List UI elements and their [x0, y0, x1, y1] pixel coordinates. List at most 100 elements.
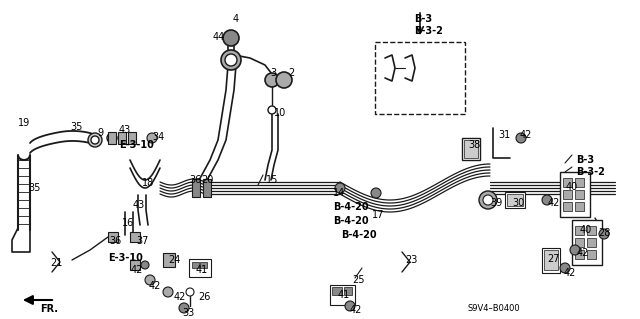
Text: 42: 42 [350, 305, 362, 315]
Bar [130, 260, 140, 270]
Text: E-3-10: E-3-10 [108, 253, 143, 263]
Text: 4: 4 [233, 14, 239, 24]
Bar [464, 140, 478, 158]
Text: 42: 42 [548, 198, 561, 208]
Text: 38: 38 [468, 140, 480, 150]
Circle shape [276, 72, 292, 88]
Circle shape [599, 229, 609, 239]
Bar [563, 178, 572, 187]
Bar [575, 178, 584, 187]
Text: 28: 28 [598, 228, 611, 238]
Circle shape [268, 106, 276, 114]
Text: 2: 2 [288, 68, 294, 78]
Text: 43: 43 [133, 200, 145, 210]
Text: B-3: B-3 [576, 155, 594, 165]
Circle shape [345, 301, 355, 311]
Circle shape [265, 73, 279, 87]
Text: 41: 41 [338, 290, 350, 300]
Circle shape [88, 133, 102, 147]
Bar [575, 226, 584, 235]
Text: 39: 39 [490, 198, 502, 208]
Bar [375, 42, 465, 114]
Text: 21: 21 [50, 258, 62, 268]
Bar [130, 232, 140, 242]
Bar [163, 253, 175, 267]
Circle shape [542, 195, 552, 205]
Bar [575, 190, 584, 199]
Circle shape [335, 183, 345, 193]
Text: 19: 19 [18, 118, 30, 128]
Bar [575, 202, 584, 211]
Text: 9: 9 [97, 128, 103, 138]
Text: 42: 42 [131, 265, 143, 275]
Text: 17: 17 [372, 210, 385, 220]
Text: B-4-20: B-4-20 [341, 230, 376, 240]
Text: FR.: FR. [40, 304, 58, 314]
Circle shape [371, 188, 381, 198]
Circle shape [109, 136, 115, 140]
Text: 33: 33 [182, 308, 195, 318]
Text: 14: 14 [333, 188, 345, 198]
Bar [330, 285, 355, 305]
Circle shape [560, 263, 570, 273]
Text: 15: 15 [266, 175, 278, 185]
Text: 42: 42 [564, 268, 577, 278]
Text: B-3-2: B-3-2 [414, 26, 443, 36]
Bar [344, 287, 352, 295]
Bar [575, 238, 584, 247]
Text: 27: 27 [547, 254, 559, 264]
Bar [587, 226, 596, 235]
Circle shape [516, 133, 526, 143]
Circle shape [147, 133, 157, 143]
Text: B-4-20: B-4-20 [333, 216, 369, 226]
Bar [563, 190, 572, 199]
Text: B-4-20: B-4-20 [333, 202, 369, 212]
Bar [203, 179, 211, 197]
Bar [563, 202, 572, 211]
Circle shape [145, 275, 155, 285]
Bar [572, 220, 602, 265]
Text: 3: 3 [270, 68, 276, 78]
Bar [575, 250, 584, 259]
Circle shape [221, 50, 241, 70]
Bar [332, 287, 342, 295]
Text: 24: 24 [168, 255, 180, 265]
Text: B-3-2: B-3-2 [576, 167, 605, 177]
Text: 16: 16 [122, 218, 134, 228]
Bar [462, 138, 480, 160]
Text: E-3-10: E-3-10 [119, 140, 154, 150]
Text: 37: 37 [136, 236, 148, 246]
Bar [192, 179, 200, 197]
Text: 20: 20 [201, 175, 213, 185]
Text: 30: 30 [512, 198, 524, 208]
Bar [128, 132, 136, 144]
Text: 41: 41 [196, 265, 208, 275]
Text: 42: 42 [577, 248, 589, 258]
Text: 36: 36 [109, 236, 121, 246]
Text: 35: 35 [70, 122, 83, 132]
Text: 40: 40 [580, 225, 592, 235]
Bar [192, 262, 199, 268]
Bar [505, 192, 525, 208]
Bar [587, 250, 596, 259]
Circle shape [223, 30, 239, 46]
Text: 44: 44 [213, 32, 225, 42]
Text: 10: 10 [274, 108, 286, 118]
Bar [118, 132, 126, 144]
Text: 43: 43 [119, 125, 131, 135]
Bar [507, 194, 523, 206]
Circle shape [186, 288, 194, 296]
Circle shape [179, 303, 189, 313]
Circle shape [107, 133, 117, 143]
Bar [200, 262, 207, 268]
Text: 31: 31 [498, 130, 510, 140]
Text: 26: 26 [198, 292, 211, 302]
Bar [108, 132, 116, 144]
Text: 25: 25 [352, 275, 365, 285]
Circle shape [225, 54, 237, 66]
Circle shape [479, 191, 497, 209]
Text: 42: 42 [174, 292, 186, 302]
Text: B-3: B-3 [414, 14, 432, 24]
Text: 36: 36 [189, 175, 201, 185]
Text: S9V4–B0400: S9V4–B0400 [468, 304, 520, 313]
